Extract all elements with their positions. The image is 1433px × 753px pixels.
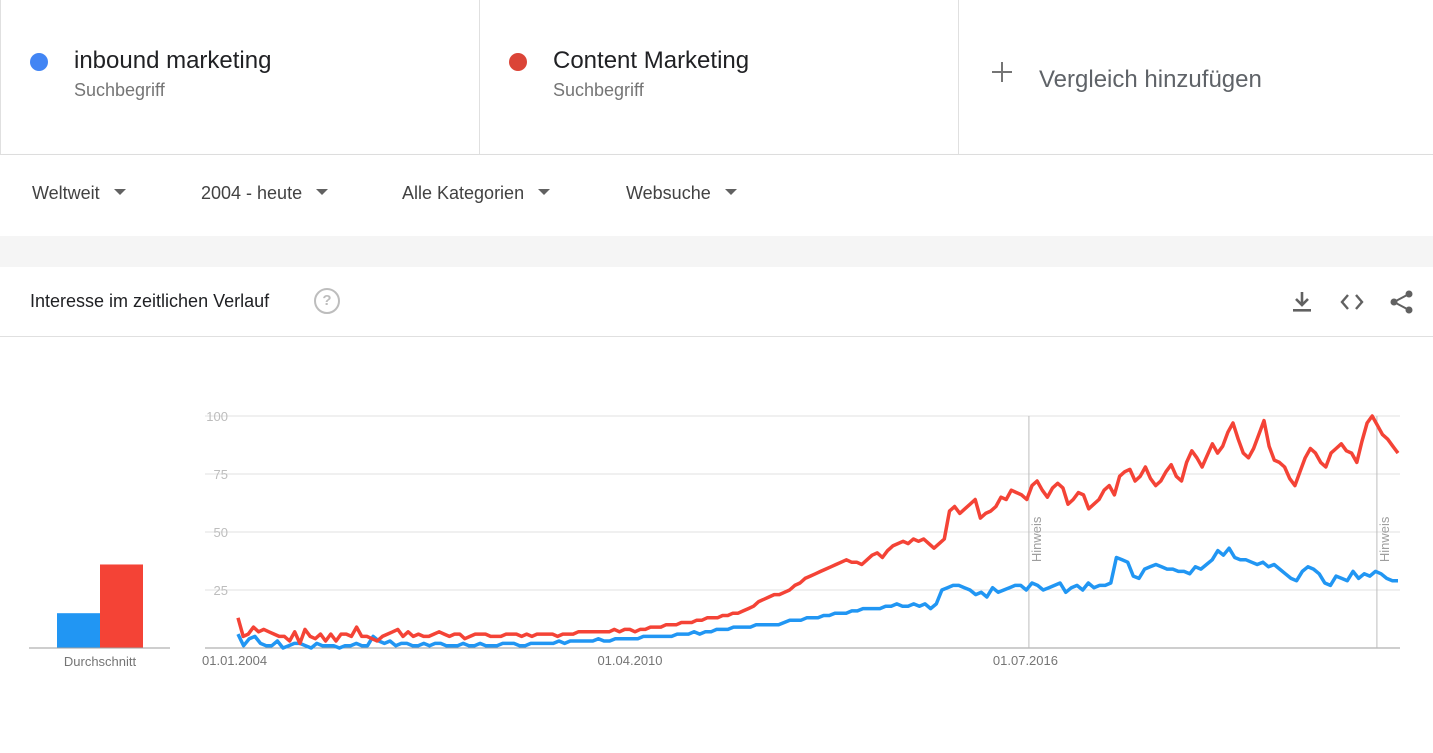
plus-icon	[992, 62, 1012, 82]
caret-down-icon	[724, 189, 737, 196]
region-dropdown[interactable]: Weltweit	[32, 183, 126, 209]
section-gap	[0, 236, 1433, 267]
average-label: Durchschnitt	[64, 654, 137, 669]
filter-bar: Weltweit 2004 - heute Alle Kategorien We…	[0, 155, 1433, 236]
annotation-label: Hinweis	[1029, 516, 1044, 562]
search-terms-bar: inbound marketing Suchbegriff Content Ma…	[0, 0, 1433, 155]
term-sublabel: Suchbegriff	[74, 80, 165, 100]
x-tick-label: 01.01.2004	[202, 653, 267, 668]
x-tick-label: 01.04.2010	[597, 653, 662, 668]
series-color-dot	[509, 53, 527, 71]
average-bar	[57, 613, 100, 648]
series-line	[236, 546, 1398, 650]
caret-down-icon	[113, 189, 126, 196]
y-tick-label: 100	[206, 409, 228, 424]
y-tick-label: 50	[214, 525, 228, 540]
y-tick-label: 75	[214, 467, 228, 482]
y-tick-label: 25	[214, 583, 228, 598]
caret-down-icon	[538, 189, 551, 196]
card-title: Interesse im zeitlichen Verlauf	[30, 291, 270, 311]
caret-down-icon	[316, 189, 329, 196]
series-line	[236, 414, 1400, 646]
add-comparison-button[interactable]: Vergleich hinzufügen	[959, 0, 1433, 155]
category-label: Alle Kategorien	[402, 183, 525, 203]
annotation-label: Hinweis	[1377, 516, 1392, 562]
term-name[interactable]: inbound marketing	[74, 47, 272, 74]
interest-over-time-card: Interesse im zeitlichen Verlauf ?	[0, 267, 1433, 753]
term-card-inbound-marketing[interactable]: inbound marketing Suchbegriff	[0, 0, 480, 155]
share-icon[interactable]	[1389, 289, 1415, 315]
help-icon[interactable]: ?	[314, 288, 340, 314]
average-bar	[100, 564, 143, 648]
x-tick-label: 01.07.2016	[993, 653, 1058, 668]
term-card-content-marketing[interactable]: Content Marketing Suchbegriff	[480, 0, 959, 155]
card-header: Interesse im zeitlichen Verlauf ?	[0, 267, 1433, 337]
time-range-label: 2004 - heute	[201, 183, 303, 203]
category-dropdown[interactable]: Alle Kategorien	[402, 183, 551, 209]
series-color-dot	[30, 53, 48, 71]
search-type-label: Websuche	[626, 183, 711, 203]
download-icon[interactable]	[1289, 289, 1315, 315]
add-comparison-label: Vergleich hinzufügen	[1039, 66, 1262, 93]
region-label: Weltweit	[32, 183, 100, 203]
embed-code-icon[interactable]	[1339, 289, 1365, 315]
time-range-dropdown[interactable]: 2004 - heute	[201, 183, 329, 209]
term-sublabel: Suchbegriff	[553, 80, 644, 100]
search-type-dropdown[interactable]: Websuche	[626, 183, 737, 209]
interest-chart: 25 50 75 100 01.01.2004 01.04.2010 01.07.2016 H…	[29, 409, 1400, 669]
term-name[interactable]: Content Marketing	[553, 47, 750, 74]
